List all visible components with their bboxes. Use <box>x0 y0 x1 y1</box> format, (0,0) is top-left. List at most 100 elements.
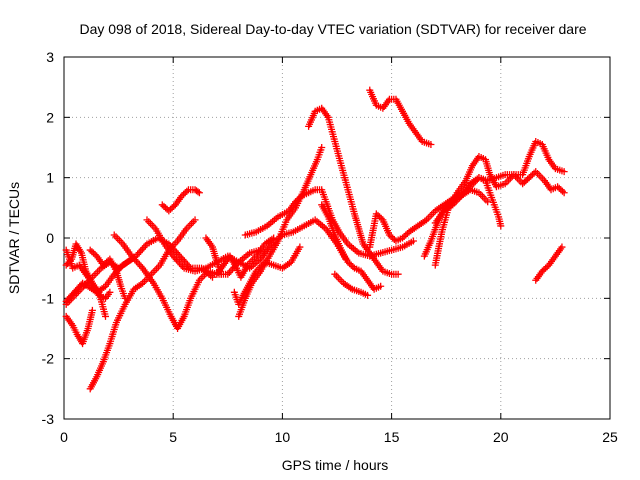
data-point <box>349 263 357 271</box>
data-point <box>103 258 111 266</box>
data-point <box>409 237 417 245</box>
data-point <box>158 201 166 209</box>
data-point <box>162 204 170 212</box>
data-point <box>374 211 382 219</box>
axis-ticks <box>63 56 611 420</box>
y-tick-label: 3 <box>46 49 54 65</box>
series-12 <box>213 234 278 281</box>
data-point <box>344 258 352 266</box>
y-tick-label: -3 <box>42 411 55 427</box>
data-point <box>160 202 168 210</box>
data-point <box>225 268 233 276</box>
data-point <box>372 210 380 218</box>
series-14 <box>235 144 326 320</box>
series-17 <box>318 201 385 293</box>
data-point <box>347 261 355 269</box>
data-point <box>293 196 301 204</box>
data-point <box>296 193 304 201</box>
data-point <box>519 180 527 188</box>
data-point <box>292 198 300 206</box>
data-point <box>134 259 142 267</box>
data-point <box>195 189 203 197</box>
data-point <box>542 264 550 272</box>
data-point <box>427 140 435 148</box>
data-point <box>191 216 199 224</box>
data-point <box>402 231 410 239</box>
data-point <box>295 195 303 203</box>
data-point <box>194 188 202 196</box>
data-point <box>527 172 535 180</box>
data-point <box>558 187 566 195</box>
y-tick-label: 0 <box>46 230 54 246</box>
data-point <box>554 183 562 191</box>
data-points <box>62 86 568 393</box>
data-point <box>538 267 546 275</box>
data-point <box>484 198 492 206</box>
x-tick-label: 5 <box>169 429 177 445</box>
y-tick-labels: -3 -2 -1 0 1 2 3 <box>42 49 55 427</box>
data-point <box>520 178 528 186</box>
x-tick-label: 20 <box>493 429 509 445</box>
data-point <box>525 174 533 182</box>
data-point <box>86 246 94 254</box>
y-tick-label: 1 <box>46 170 54 186</box>
data-point <box>524 175 532 183</box>
data-point <box>497 222 505 230</box>
series-2 <box>62 306 96 348</box>
data-point <box>88 306 96 314</box>
data-point <box>318 144 326 151</box>
data-point <box>555 184 563 192</box>
x-axis-label: GPS time / hours <box>282 457 389 473</box>
data-point <box>394 270 402 278</box>
x-tick-label: 0 <box>60 429 68 445</box>
data-point <box>376 213 384 221</box>
data-point <box>135 249 143 257</box>
series-16 <box>305 104 402 278</box>
data-point <box>138 245 146 253</box>
data-point <box>183 187 191 195</box>
data-point <box>101 312 109 320</box>
data-point <box>178 192 186 200</box>
x-tick-label: 25 <box>602 429 618 445</box>
y-tick-label: 2 <box>46 109 54 125</box>
series-19 <box>366 86 435 148</box>
data-point <box>400 232 408 240</box>
data-point <box>99 261 107 269</box>
x-tick-labels: 0 5 10 15 20 25 <box>60 429 618 445</box>
y-axis-label: SDTVAR / TECUs <box>6 182 22 294</box>
data-point <box>385 231 393 239</box>
data-point <box>136 261 144 269</box>
data-point <box>165 207 173 215</box>
data-point <box>88 248 96 256</box>
data-point <box>137 247 145 255</box>
series-15 <box>241 186 417 260</box>
y-tick-label: -1 <box>42 290 55 306</box>
data-point <box>180 190 188 198</box>
series-18 <box>331 270 372 299</box>
data-point <box>89 249 97 257</box>
data-point <box>540 266 548 274</box>
data-point <box>270 234 278 242</box>
data-point <box>387 232 395 240</box>
data-point <box>522 177 530 185</box>
data-point <box>168 204 176 212</box>
x-tick-label: 15 <box>384 429 400 445</box>
series-23 <box>431 186 492 227</box>
data-point <box>181 189 189 197</box>
data-point <box>528 171 536 179</box>
data-point <box>557 186 565 194</box>
data-point <box>364 291 372 299</box>
data-point <box>106 288 114 296</box>
series-5 <box>62 246 114 302</box>
chart-title: Day 098 of 2018, Sidereal Day-to-day VTE… <box>79 21 586 37</box>
series-10 <box>158 186 203 215</box>
data-point <box>377 214 385 222</box>
series-24 <box>532 243 566 284</box>
data-point <box>346 260 354 268</box>
data-point <box>296 243 304 251</box>
data-point <box>377 282 385 290</box>
data-point <box>399 234 407 242</box>
data-point <box>560 189 568 197</box>
y-tick-label: -2 <box>42 351 55 367</box>
